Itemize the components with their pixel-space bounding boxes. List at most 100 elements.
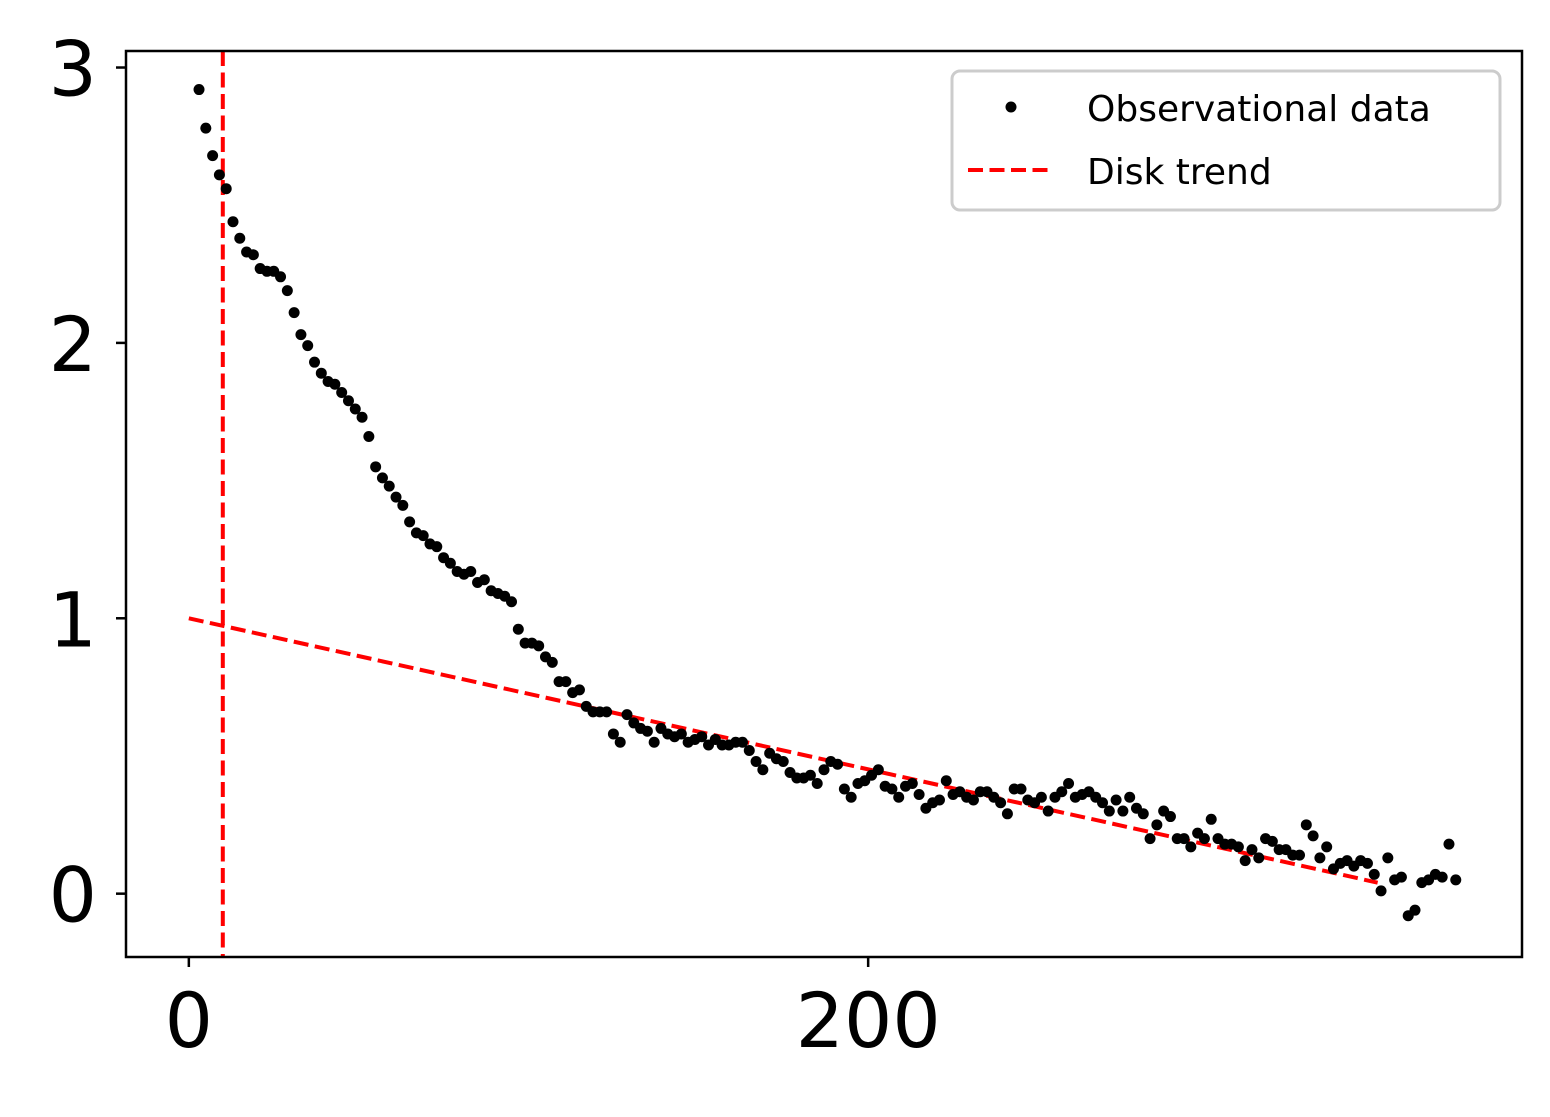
data-point (1151, 819, 1163, 831)
data-point (288, 307, 300, 319)
data-point (1382, 852, 1394, 864)
data-point (940, 775, 952, 787)
data-point (1368, 868, 1380, 880)
data-point (444, 557, 456, 569)
data-point (1239, 855, 1251, 867)
data-point (390, 491, 402, 503)
x-tick-label-0: 0 (165, 976, 213, 1065)
data-point (614, 736, 626, 748)
data-point (295, 329, 307, 341)
data-point (838, 783, 850, 795)
data-point (200, 122, 212, 134)
data-point (1314, 852, 1326, 864)
ticks-layer: 0 200 0 1 2 3 (49, 25, 941, 1065)
legend-box (950, 69, 1502, 212)
data-point (281, 285, 293, 297)
data-point (1361, 857, 1373, 869)
data-point (193, 84, 205, 96)
data-point (675, 728, 687, 740)
data-point (573, 684, 585, 696)
legend-label-disk-trend: Disk trend (1087, 152, 1272, 193)
data-point (533, 640, 545, 652)
data-point (845, 791, 857, 803)
data-point (329, 378, 341, 390)
data-point (777, 755, 789, 767)
data-point (383, 480, 395, 492)
data-point (546, 656, 558, 668)
y-tick-label-2: 2 (49, 300, 97, 389)
y-tick-label-3: 3 (49, 25, 97, 114)
data-point (1117, 805, 1129, 817)
data-point (1246, 844, 1258, 856)
y-tick-label-0: 0 (49, 851, 97, 940)
data-point (995, 797, 1007, 809)
data-point (1185, 841, 1197, 853)
data-point (736, 736, 748, 748)
data-point (1015, 783, 1027, 795)
data-point (247, 249, 259, 261)
data-point (1307, 830, 1319, 842)
data-point (1321, 841, 1333, 853)
data-point (1443, 838, 1455, 850)
plot-area (188, 51, 1462, 957)
data-point (750, 755, 762, 767)
data-point (621, 709, 633, 721)
data-point (1450, 874, 1462, 886)
data-point (1205, 813, 1217, 825)
data-point (370, 461, 382, 473)
data-point (512, 623, 524, 635)
data-point (363, 431, 375, 443)
data-point (213, 169, 225, 181)
data-point (207, 150, 219, 162)
data-point (1097, 797, 1109, 809)
x-tick-label-1: 200 (796, 976, 941, 1065)
data-point (1294, 849, 1306, 861)
data-point (757, 764, 769, 776)
data-point (309, 356, 321, 368)
data-point (906, 778, 918, 790)
y-tick-label-1: 1 (49, 575, 97, 664)
data-point (913, 789, 925, 801)
data-point (302, 340, 314, 352)
data-point (1409, 904, 1421, 916)
legend-marker-observational (1005, 101, 1017, 113)
data-point (1266, 835, 1278, 847)
data-point (1375, 885, 1387, 897)
data-point (1137, 808, 1149, 820)
data-point (1001, 808, 1013, 820)
data-point (872, 764, 884, 776)
data-point (1124, 791, 1136, 803)
data-point (832, 758, 844, 770)
data-point (1436, 871, 1448, 883)
data-point (1164, 811, 1176, 823)
data-point (607, 728, 619, 740)
data-point (893, 791, 905, 803)
data-point (1253, 852, 1265, 864)
data-point (1198, 833, 1210, 845)
data-point (431, 541, 443, 553)
data-point (506, 596, 518, 608)
data-point (811, 778, 823, 790)
legend: Observational data Disk trend (950, 69, 1502, 212)
data-point (465, 565, 477, 577)
data-point (1103, 805, 1115, 817)
data-point (1110, 794, 1122, 806)
data-point (275, 271, 287, 283)
data-point (397, 499, 409, 511)
data-point (1300, 819, 1312, 831)
data-point (1063, 778, 1075, 790)
data-point (1035, 791, 1047, 803)
data-point (560, 676, 572, 688)
data-point (234, 232, 246, 244)
data-point (818, 764, 830, 776)
data-point (220, 183, 232, 195)
points-layer (193, 84, 1462, 922)
data-point (315, 367, 327, 379)
data-point (1056, 786, 1068, 798)
data-point (1144, 833, 1156, 845)
data-point (376, 472, 388, 484)
data-point (1395, 871, 1407, 883)
data-point (349, 403, 361, 415)
data-point (417, 530, 429, 542)
